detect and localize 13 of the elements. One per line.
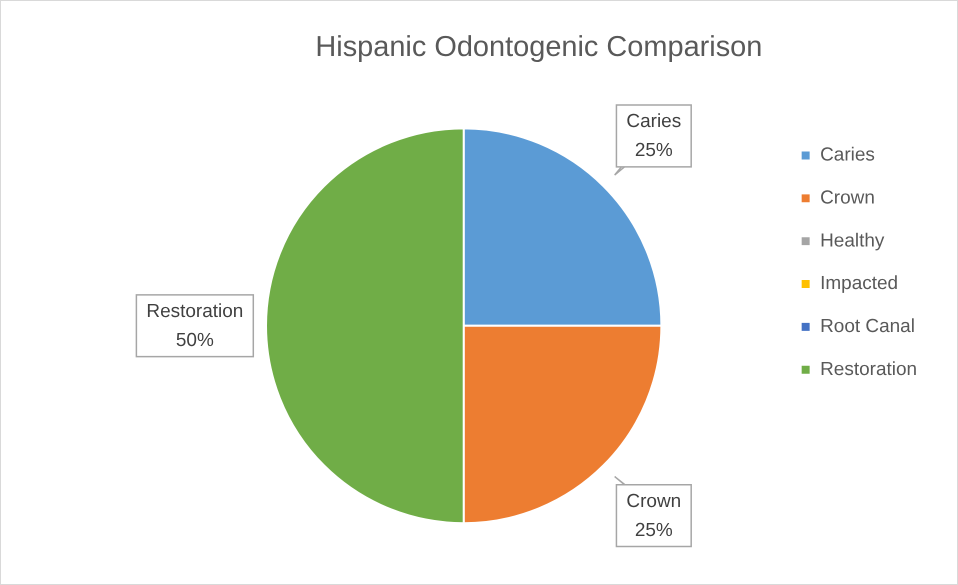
slice-label: Caries — [626, 111, 682, 132]
legend-label: Crown — [820, 188, 875, 209]
legend-label: Caries — [820, 144, 875, 166]
slice-label: Crown — [626, 490, 682, 512]
data-label: 25% — [634, 520, 673, 541]
data-label: 50% — [176, 330, 214, 351]
legend-label: Restoration — [820, 358, 918, 380]
data-label: 25% — [634, 140, 673, 162]
legend-label: Root Canal — [820, 316, 915, 338]
legend-label: Impacted — [820, 273, 898, 294]
chart-title: Hispanic Odontogenic Comparison — [315, 31, 762, 64]
slice-label: Restoration — [146, 301, 244, 322]
legend-label: Healthy — [820, 230, 885, 252]
